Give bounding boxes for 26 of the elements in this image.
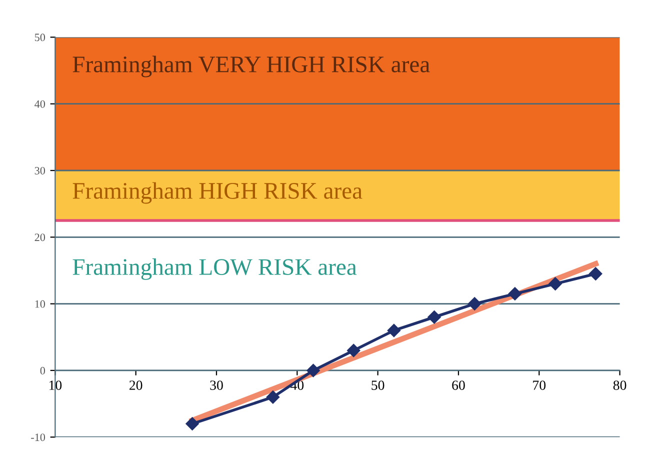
band-label: Framingham VERY HIGH RISK area <box>72 56 430 78</box>
y-tick-label: -10 <box>31 434 46 442</box>
y-tick-label: 20 <box>34 234 46 242</box>
point <box>387 324 401 338</box>
x-tick-label: 60 <box>452 380 465 390</box>
band-label: Framingham HIGH RISK area <box>72 182 362 204</box>
annotation: Framingham LOW RISK area <box>72 258 357 280</box>
y-tick-label: 40 <box>34 100 46 108</box>
x-tick-label: 80 <box>613 380 626 390</box>
point <box>589 267 602 280</box>
x-tick-label: 30 <box>210 380 223 390</box>
point <box>306 364 320 378</box>
point <box>468 297 482 310</box>
y-tick-label: 50 <box>34 34 46 42</box>
point <box>548 277 562 290</box>
point <box>428 310 441 324</box>
x-tick-label: 70 <box>533 380 546 390</box>
point <box>508 287 522 300</box>
point <box>266 390 280 404</box>
x-tick-label: 20 <box>129 380 142 390</box>
y-tick-label: 0 <box>40 366 46 374</box>
point <box>347 344 360 358</box>
x-tick-label: 50 <box>372 380 384 390</box>
y-tick-label: 10 <box>35 300 46 308</box>
point <box>186 417 199 430</box>
y-tick-label: 30 <box>34 166 46 174</box>
